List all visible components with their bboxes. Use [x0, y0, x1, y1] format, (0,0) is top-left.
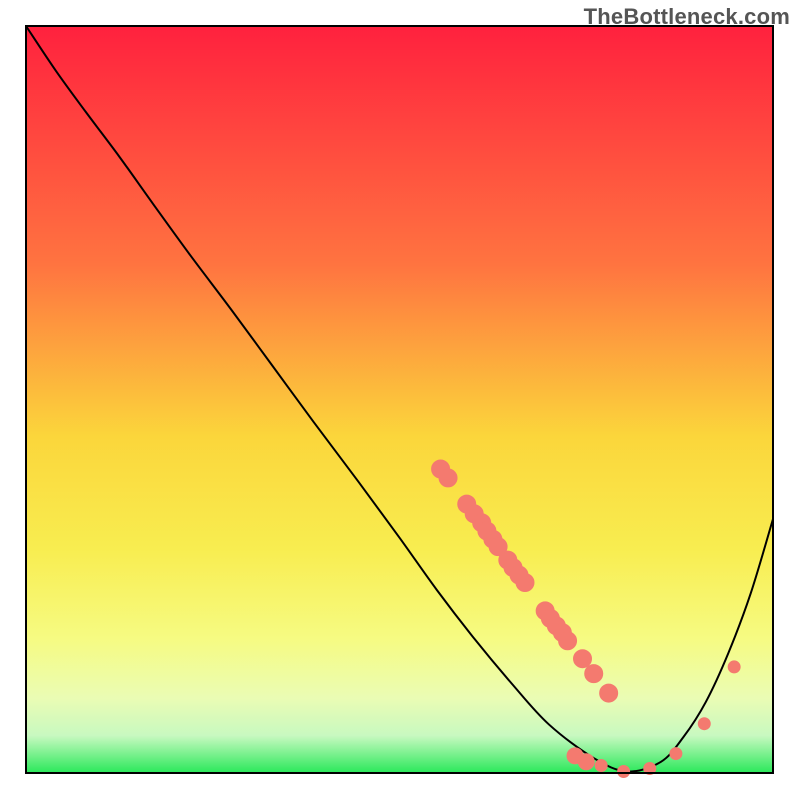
- data-marker: [578, 754, 594, 770]
- data-marker: [600, 684, 618, 702]
- data-marker: [618, 766, 630, 778]
- data-marker: [670, 748, 682, 760]
- data-marker: [595, 760, 607, 772]
- data-marker: [574, 650, 592, 668]
- data-marker: [585, 665, 603, 683]
- chart-background: [26, 26, 773, 773]
- watermark-text: TheBottleneck.com: [584, 4, 790, 30]
- bottleneck-chart: [0, 0, 800, 800]
- data-marker: [698, 718, 710, 730]
- data-marker: [516, 574, 534, 592]
- data-marker: [439, 469, 457, 487]
- data-marker: [728, 661, 740, 673]
- data-marker: [559, 632, 577, 650]
